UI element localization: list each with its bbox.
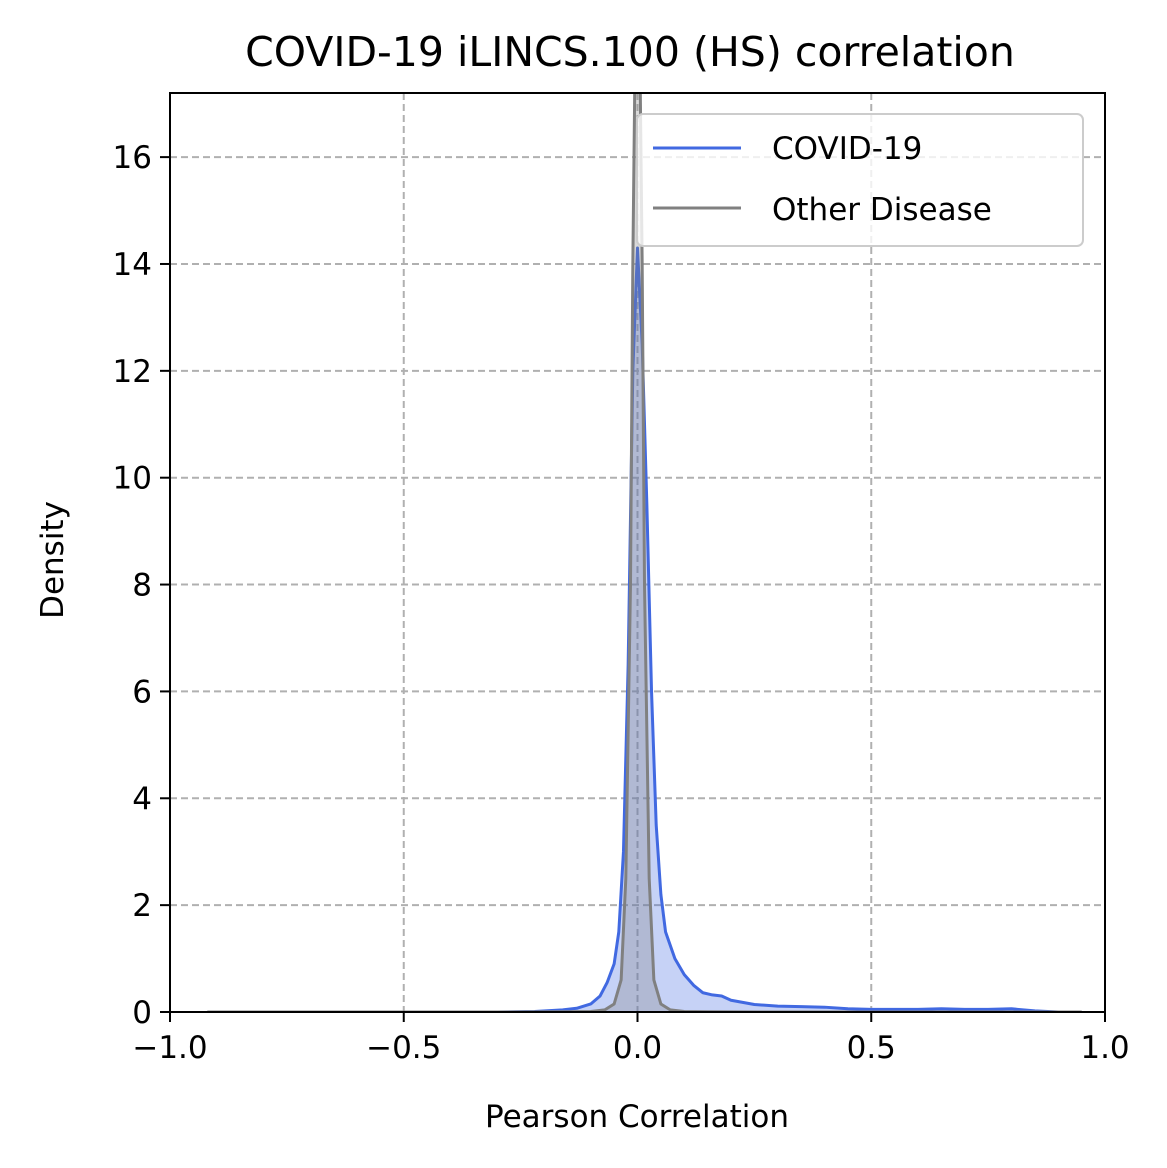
chart-title: COVID-19 iLINCS.100 (HS) correlation bbox=[245, 28, 1015, 76]
y-tick-label: 4 bbox=[132, 781, 152, 817]
x-tick-label: 0.0 bbox=[613, 1030, 662, 1066]
y-axis-label: Density bbox=[35, 501, 71, 619]
x-tick-label: 0.5 bbox=[847, 1030, 896, 1066]
y-tick-label: 2 bbox=[132, 888, 152, 924]
y-tick-label: 0 bbox=[132, 995, 152, 1031]
legend-box bbox=[636, 113, 1084, 247]
series-line-covid-19 bbox=[207, 246, 1082, 1012]
x-tick-label: −0.5 bbox=[366, 1030, 441, 1066]
x-tick-label: 1.0 bbox=[1080, 1030, 1129, 1066]
y-tick-label: 12 bbox=[113, 354, 152, 390]
y-tick-label: 14 bbox=[113, 247, 152, 283]
x-axis-ticks: −1.0 −0.5 0.0 0.5 1.0 bbox=[132, 1012, 1130, 1066]
x-axis-label: Pearson Correlation bbox=[485, 1099, 789, 1135]
series-fill-other-disease bbox=[207, 93, 1082, 1012]
y-tick-label: 8 bbox=[132, 568, 152, 604]
legend-label-covid-19: COVID-19 bbox=[772, 131, 922, 167]
y-tick-label: 6 bbox=[132, 674, 152, 710]
y-tick-label: 10 bbox=[113, 461, 152, 497]
x-tick-label: −1.0 bbox=[132, 1030, 207, 1066]
y-tick-label: 16 bbox=[113, 140, 152, 176]
legend: COVID-19 Other Disease bbox=[636, 113, 1084, 247]
y-axis-ticks: 0 2 4 6 8 10 12 14 16 bbox=[113, 140, 170, 1031]
legend-label-other-disease: Other Disease bbox=[772, 192, 992, 228]
